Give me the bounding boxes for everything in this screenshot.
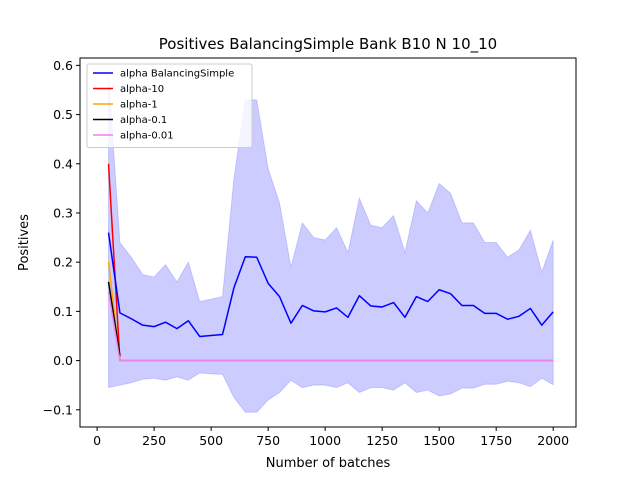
y-tick-label: 0.6 <box>53 58 73 73</box>
x-tick-label: 500 <box>199 433 223 448</box>
x-tick-label: 250 <box>142 433 166 448</box>
confidence-band <box>108 75 554 413</box>
x-axis-label: Number of batches <box>266 456 391 471</box>
plot-area <box>107 75 554 413</box>
y-tick-label: 0.0 <box>53 353 73 368</box>
x-tick-label: 1500 <box>423 433 455 448</box>
legend-label: alpha-10 <box>120 84 164 95</box>
chart-title: Positives BalancingSimple Bank B10 N 10_… <box>159 35 497 54</box>
x-tick-label: 750 <box>256 433 280 448</box>
legend-label: alpha-0.01 <box>120 131 174 142</box>
series-line-alpha-0-1 <box>107 281 121 356</box>
y-tick-label: 0.5 <box>53 107 73 122</box>
y-tick-label: 0.4 <box>53 156 73 171</box>
x-tick-label: 1000 <box>309 433 341 448</box>
x-tick-label: 1750 <box>480 433 512 448</box>
y-axis-label: Positives <box>17 214 32 271</box>
y-tick-label: 0.3 <box>53 205 73 220</box>
legend-label: alpha-1 <box>120 100 158 111</box>
series-line-alpha-0-01 <box>107 291 554 362</box>
legend-label: alpha-0.1 <box>120 115 167 126</box>
x-tick-label: 2000 <box>537 433 569 448</box>
x-tick-label: 0 <box>93 433 101 448</box>
x-tick-label: 1250 <box>366 433 398 448</box>
y-tick-label: −0.1 <box>43 402 73 417</box>
legend: alpha BalancingSimple alpha-10 alpha-1 alph… <box>86 63 253 148</box>
axis-ticks: 0 250 500 750 1000 1250 1500 1750 2000 −0.1 0.0 0.1… <box>43 58 570 448</box>
legend-label: alpha BalancingSimple <box>120 69 234 80</box>
legend-box <box>86 63 253 148</box>
axes-frame <box>79 57 577 428</box>
y-tick-label: 0.1 <box>53 304 73 319</box>
series-line-alpha-balancingsimple <box>107 232 554 338</box>
y-tick-label: 0.2 <box>53 255 73 270</box>
